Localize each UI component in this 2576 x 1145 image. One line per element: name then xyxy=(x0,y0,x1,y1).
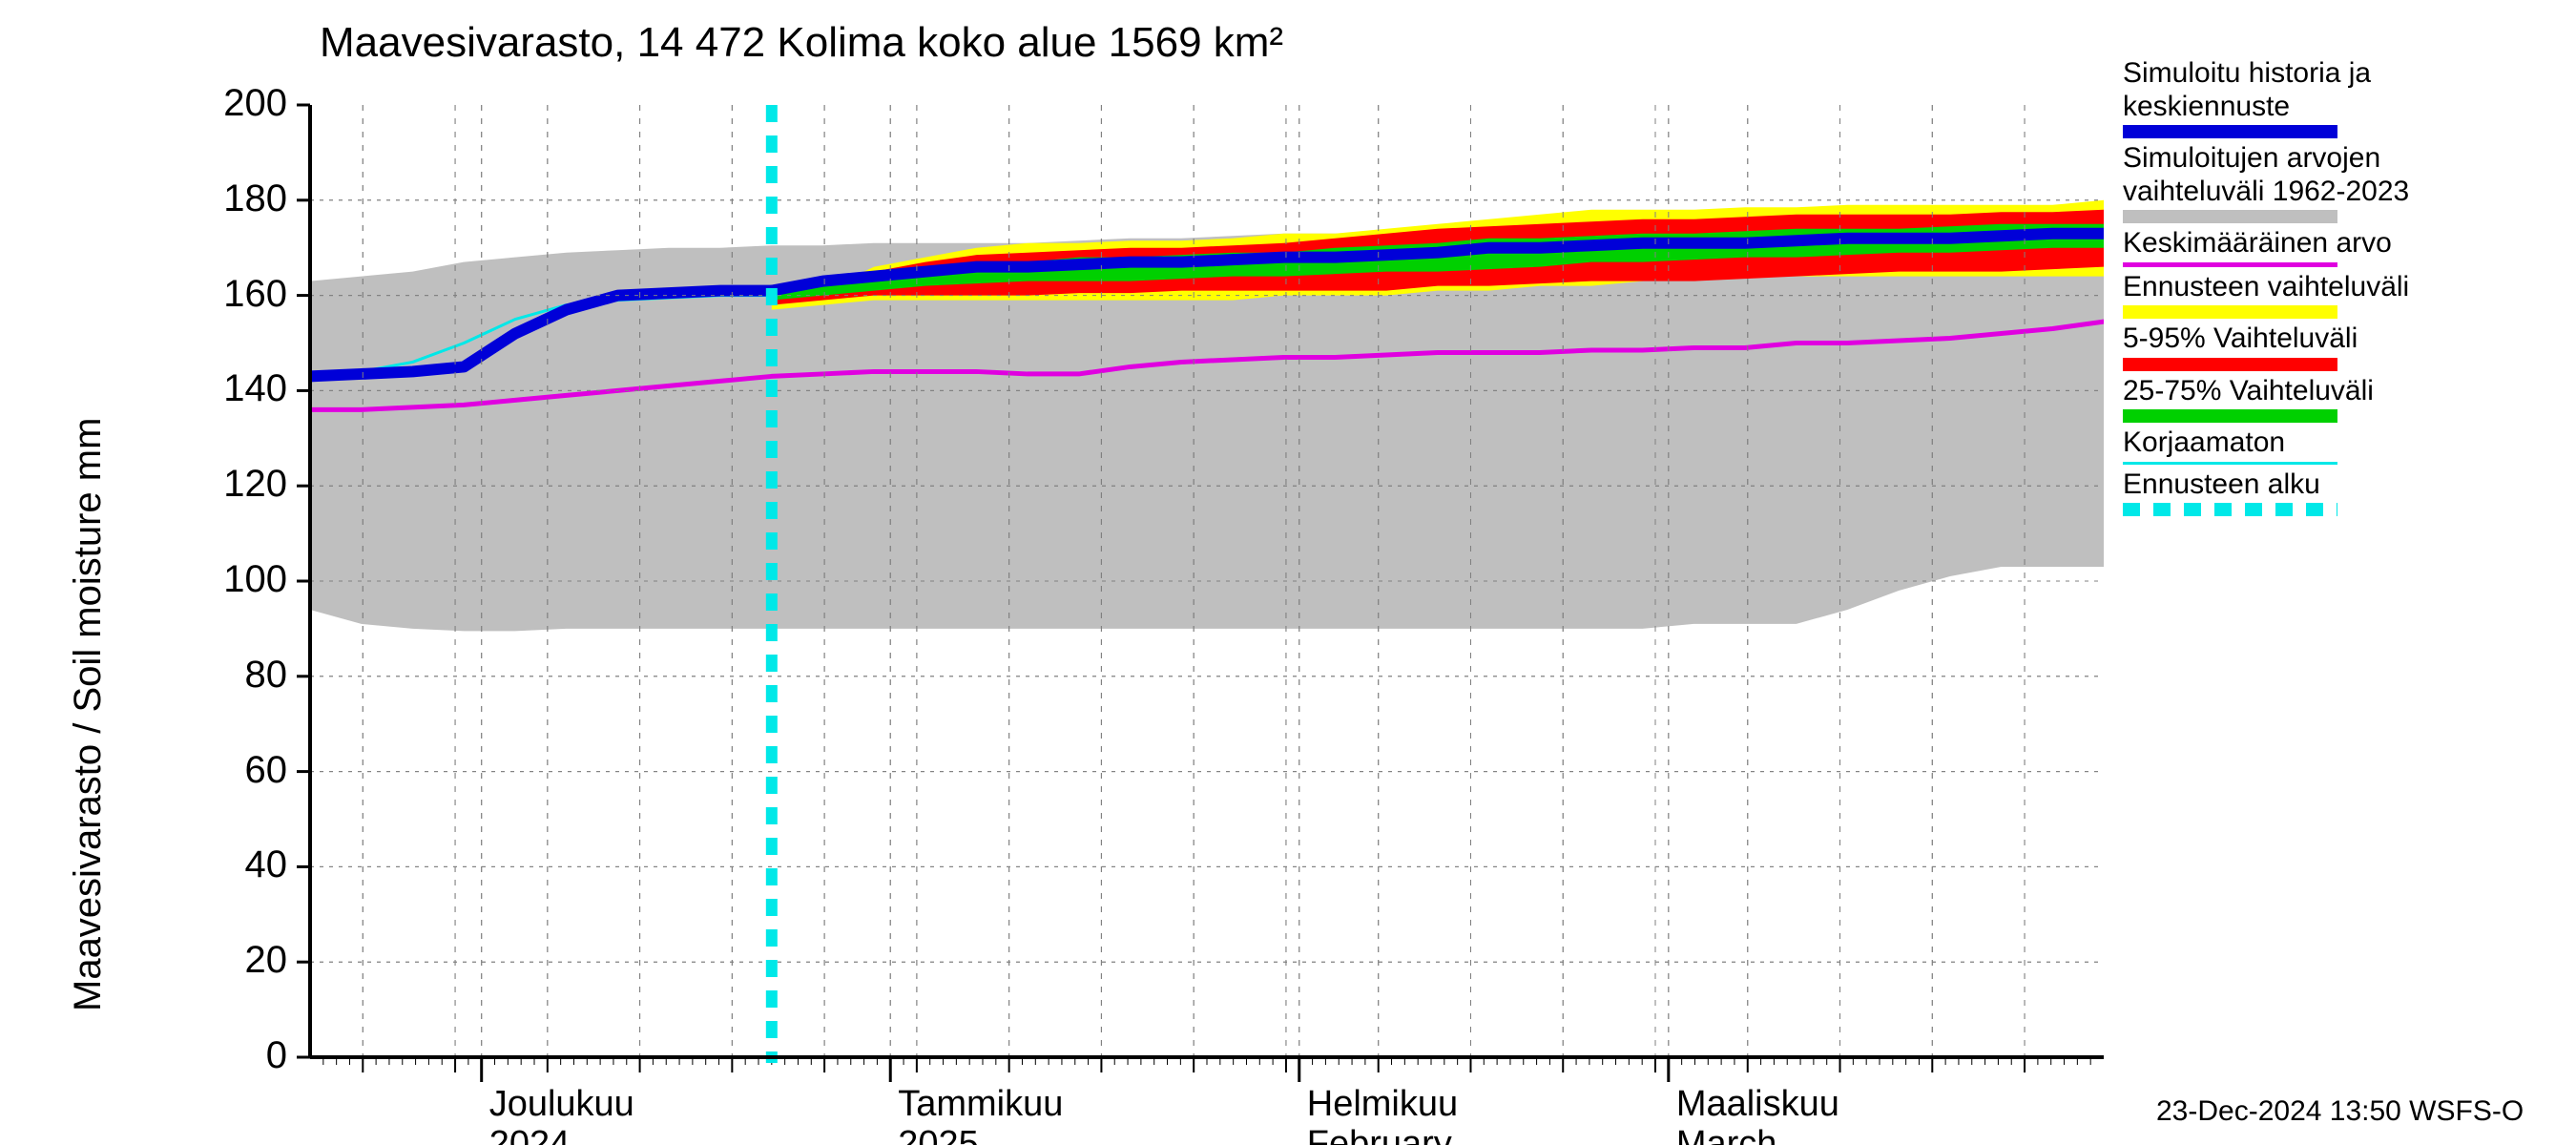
legend-label: Simuloitu historia ja xyxy=(2123,57,2562,91)
y-tick-label: 160 xyxy=(223,273,287,316)
y-tick-label: 140 xyxy=(223,367,287,410)
legend-label: 25-75% Vaihteluväli xyxy=(2123,375,2562,408)
y-tick-label: 40 xyxy=(245,843,288,886)
y-tick-label: 80 xyxy=(245,654,288,697)
chart-legend: Simuloitu historia jakeskiennusteSimuloi… xyxy=(2123,57,2562,520)
legend-entry-history: Simuloitu historia jakeskiennuste xyxy=(2123,57,2562,138)
legend-entry-forecast_range: Ennusteen vaihteluväli xyxy=(2123,271,2562,320)
y-tick-label: 180 xyxy=(223,177,287,220)
footer-timestamp: 23-Dec-2024 13:50 WSFS-O xyxy=(2156,1095,2524,1128)
x-month-sublabel: February xyxy=(1307,1124,1452,1145)
x-month-label: Helmikuu xyxy=(1307,1084,1458,1125)
legend-swatch xyxy=(2123,305,2337,319)
legend-label: Korjaamaton xyxy=(2123,427,2562,460)
x-month-label: Maaliskuu xyxy=(1676,1084,1839,1125)
legend-swatch xyxy=(2123,125,2337,138)
legend-entry-now: Ennusteen alku xyxy=(2123,468,2562,517)
legend-label: vaihteluväli 1962-2023 xyxy=(2123,176,2562,209)
legend-swatch xyxy=(2123,462,2337,465)
chart-title: Maavesivarasto, 14 472 Kolima koko alue … xyxy=(320,19,1283,67)
y-tick-label: 120 xyxy=(223,463,287,506)
legend-swatch xyxy=(2123,409,2337,423)
legend-entry-mean: Keskimääräinen arvo xyxy=(2123,227,2562,267)
legend-label: Ennusteen vaihteluväli xyxy=(2123,271,2562,304)
y-tick-label: 200 xyxy=(223,82,287,125)
x-month-sublabel: 2024 xyxy=(489,1124,571,1145)
legend-swatch xyxy=(2123,210,2337,223)
legend-entry-p5_95: 5-95% Vaihteluväli xyxy=(2123,323,2562,371)
x-month-sublabel: March xyxy=(1676,1124,1777,1145)
x-month-sublabel: 2025 xyxy=(898,1124,979,1145)
y-tick-label: 60 xyxy=(245,749,288,792)
legend-swatch xyxy=(2123,503,2337,516)
legend-entry-range_hist: Simuloitujen arvojenvaihteluväli 1962-20… xyxy=(2123,142,2562,223)
legend-swatch xyxy=(2123,358,2337,371)
legend-label: Keskimääräinen arvo xyxy=(2123,227,2562,260)
legend-label: Simuloitujen arvojen xyxy=(2123,142,2562,176)
x-month-label: Joulukuu xyxy=(489,1084,634,1125)
y-axis-label: Maavesivarasto / Soil moisture mm xyxy=(67,418,110,1011)
legend-entry-uncorr: Korjaamaton xyxy=(2123,427,2562,465)
y-tick-label: 0 xyxy=(266,1034,287,1077)
legend-swatch xyxy=(2123,262,2337,267)
x-month-label: Tammikuu xyxy=(898,1084,1063,1125)
legend-entry-p25_75: 25-75% Vaihteluväli xyxy=(2123,375,2562,424)
legend-label: 5-95% Vaihteluväli xyxy=(2123,323,2562,356)
legend-label: keskiennuste xyxy=(2123,91,2562,124)
y-tick-label: 20 xyxy=(245,939,288,982)
y-tick-label: 100 xyxy=(223,558,287,601)
legend-label: Ennusteen alku xyxy=(2123,468,2562,502)
chart-plot-area xyxy=(310,105,2104,1057)
